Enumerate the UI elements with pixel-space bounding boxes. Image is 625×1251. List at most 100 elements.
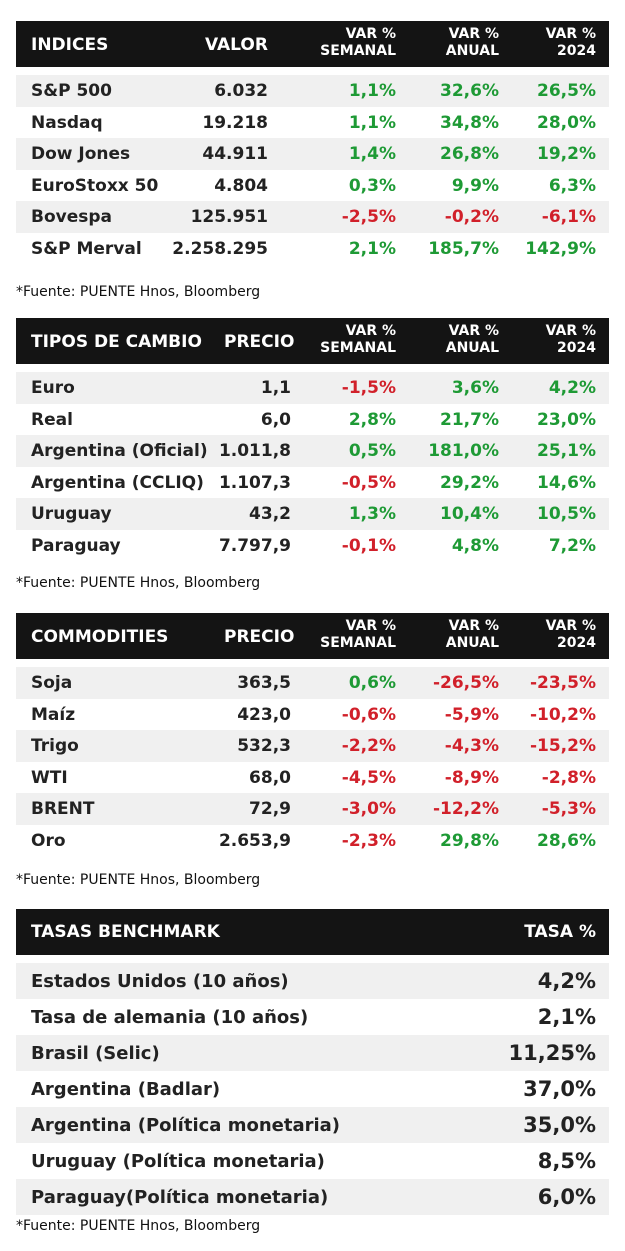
fx-col-weekly: VAR % SEMANAL (320, 323, 396, 356)
fx-cell-weekly: -0,5% (341, 472, 396, 493)
table-row: Estados Unidos (10 años) 4,2% (16, 963, 609, 999)
indices-cell-name: S&P 500 (31, 81, 112, 101)
indices-cell-ytd: -6,1% (541, 207, 596, 228)
table-row: Uruguay (Política monetaria) 8,5% (16, 1143, 609, 1179)
commodities-cell-weekly: -3,0% (341, 799, 396, 820)
commodities-header: COMMODITIES PRECIO VAR % SEMANAL VAR % ANU… (16, 613, 609, 659)
indices-cell-name: S&P Merval (31, 238, 142, 259)
indices-col-annual: VAR % ANUAL (445, 26, 499, 59)
table-row: Argentina (Badlar) 37,0% (16, 1071, 609, 1107)
rates-cell-name: Uruguay (Política monetaria) (31, 1151, 325, 1172)
indices-col-weekly: VAR % SEMANAL (320, 26, 396, 59)
table-row: Bovespa 125.951 -2,5% -0,2% -6,1% (16, 201, 609, 233)
fx-cell-name: Real (31, 409, 73, 430)
commodities-cell-name: Soja (31, 673, 73, 693)
indices-col-name: INDICES (31, 35, 109, 55)
rates-cell-name: Paraguay(Política monetaria) (31, 1187, 329, 1208)
rates-cell-rate: 8,5% (537, 1149, 596, 1173)
commodities-col-annual: VAR % ANUAL (445, 618, 499, 651)
commodities-cell-annual: -26,5% (432, 673, 499, 693)
indices-cell-ytd: 28,0% (537, 112, 596, 133)
table-row: S&P 500 6.032 1,1% 32,6% 26,5% (16, 75, 609, 107)
fx-cell-ytd: 7,2% (548, 535, 596, 556)
commodities-cell-value: 68,0 (249, 767, 291, 788)
fx-cell-annual: 21,7% (440, 409, 499, 430)
rates-cell-name: Tasa de alemania (10 años) (31, 1007, 309, 1028)
commodities-cell-weekly: -2,3% (341, 830, 396, 851)
rates-source: *Fuente: PUENTE Hnos, Bloomberg (16, 1218, 261, 1234)
indices-cell-value: 19.218 (202, 112, 268, 133)
rates-cell-rate: 11,25% (508, 1041, 596, 1065)
rates-cell-rate: 6,0% (537, 1185, 596, 1209)
commodities-cell-name: BRENT (31, 799, 95, 820)
fx-cell-weekly: 0,5% (348, 441, 396, 462)
table-row: S&P Merval 2.258.295 2,1% 185,7% 142,9% (16, 233, 609, 265)
commodities-cell-annual: -4,3% (444, 736, 499, 757)
indices-cell-name: Dow Jones (31, 144, 131, 165)
fx-cell-weekly: -1,5% (341, 378, 396, 398)
indices-cell-weekly: 1,1% (348, 112, 396, 133)
rates-table: TASAS BENCHMARK TASA % Estados Unidos (1… (16, 909, 609, 1215)
rates-col-name: TASAS BENCHMARK (31, 922, 220, 942)
table-row: Dow Jones 44.911 1,4% 26,8% 19,2% (16, 138, 609, 170)
commodities-cell-ytd: -15,2% (529, 736, 596, 757)
fx-table: TIPOS DE CAMBIO PRECIO VAR % SEMANAL VAR … (16, 318, 609, 562)
fx-cell-annual: 10,4% (440, 504, 499, 525)
indices-cell-annual: 32,6% (440, 81, 499, 101)
table-row: EuroStoxx 50 4.804 0,3% 9,9% 6,3% (16, 170, 609, 202)
indices-cell-value: 6.032 (214, 81, 268, 101)
table-row: Trigo 532,3 -2,2% -4,3% -15,2% (16, 730, 609, 762)
table-row: Oro 2.653,9 -2,3% 29,8% 28,6% (16, 825, 609, 857)
indices-col-ytd: VAR % 2024 (545, 26, 596, 59)
rates-header: TASAS BENCHMARK TASA % (16, 909, 609, 955)
commodities-col-name: COMMODITIES (31, 627, 169, 647)
fx-cell-ytd: 10,5% (537, 504, 596, 525)
commodities-table: COMMODITIES PRECIO VAR % SEMANAL VAR % ANU… (16, 613, 609, 857)
indices-cell-weekly: 0,3% (348, 175, 396, 196)
fx-cell-name: Argentina (Oficial) (31, 441, 208, 462)
indices-cell-weekly: 1,4% (348, 144, 396, 165)
commodities-cell-value: 532,3 (237, 736, 291, 757)
indices-cell-value: 125.951 (190, 207, 268, 228)
fx-cell-value: 1.107,3 (218, 472, 291, 493)
commodities-cell-weekly: -4,5% (341, 767, 396, 788)
indices-col-value: VALOR (205, 35, 268, 55)
indices-cell-ytd: 26,5% (537, 81, 596, 101)
commodities-cell-value: 72,9 (249, 799, 291, 820)
commodities-cell-weekly: -0,6% (341, 704, 396, 725)
table-row: Tasa de alemania (10 años) 2,1% (16, 999, 609, 1035)
table-row: Argentina (Oficial) 1.011,8 0,5% 181,0% 25,1… (16, 435, 609, 467)
fx-header: TIPOS DE CAMBIO PRECIO VAR % SEMANAL VAR … (16, 318, 609, 364)
indices-cell-weekly: 1,1% (348, 81, 396, 101)
fx-cell-weekly: -0,1% (341, 535, 396, 556)
fx-cell-value: 1.011,8 (218, 441, 291, 462)
table-row: Brasil (Selic) 11,25% (16, 1035, 609, 1071)
fx-cell-value: 7.797,9 (218, 535, 291, 556)
table-row: Paraguay 7.797,9 -0,1% 4,8% 7,2% (16, 530, 609, 562)
commodities-col-ytd: VAR % 2024 (545, 618, 596, 651)
commodities-col-value: PRECIO (224, 627, 295, 647)
indices-cell-weekly: -2,5% (341, 207, 396, 228)
commodities-cell-annual: -8,9% (444, 767, 499, 788)
table-row: Paraguay(Política monetaria) 6,0% (16, 1179, 609, 1215)
indices-cell-annual: 26,8% (440, 144, 499, 165)
commodities-col-weekly: VAR % SEMANAL (320, 618, 396, 651)
fx-cell-ytd: 14,6% (537, 472, 596, 493)
commodities-cell-name: Maíz (31, 704, 76, 725)
rates-cell-name: Estados Unidos (10 años) (31, 971, 289, 992)
commodities-cell-value: 2.653,9 (218, 830, 291, 851)
commodities-cell-name: Oro (31, 830, 66, 851)
indices-cell-value: 2.258.295 (172, 238, 268, 259)
commodities-cell-annual: -5,9% (444, 704, 499, 725)
fx-cell-name: Argentina (CCLIQ) (31, 472, 204, 493)
indices-cell-name: EuroStoxx 50 (31, 175, 159, 196)
fx-cell-annual: 29,2% (440, 472, 499, 493)
rates-col-rate: TASA % (524, 922, 596, 942)
indices-cell-value: 44.911 (202, 144, 268, 165)
fx-col-annual: VAR % ANUAL (445, 323, 499, 356)
indices-cell-annual: 185,7% (428, 238, 499, 259)
fx-cell-value: 6,0 (260, 409, 291, 430)
fx-cell-value: 1,1 (260, 378, 291, 398)
fx-cell-value: 43,2 (249, 504, 291, 525)
fx-cell-weekly: 1,3% (348, 504, 396, 525)
